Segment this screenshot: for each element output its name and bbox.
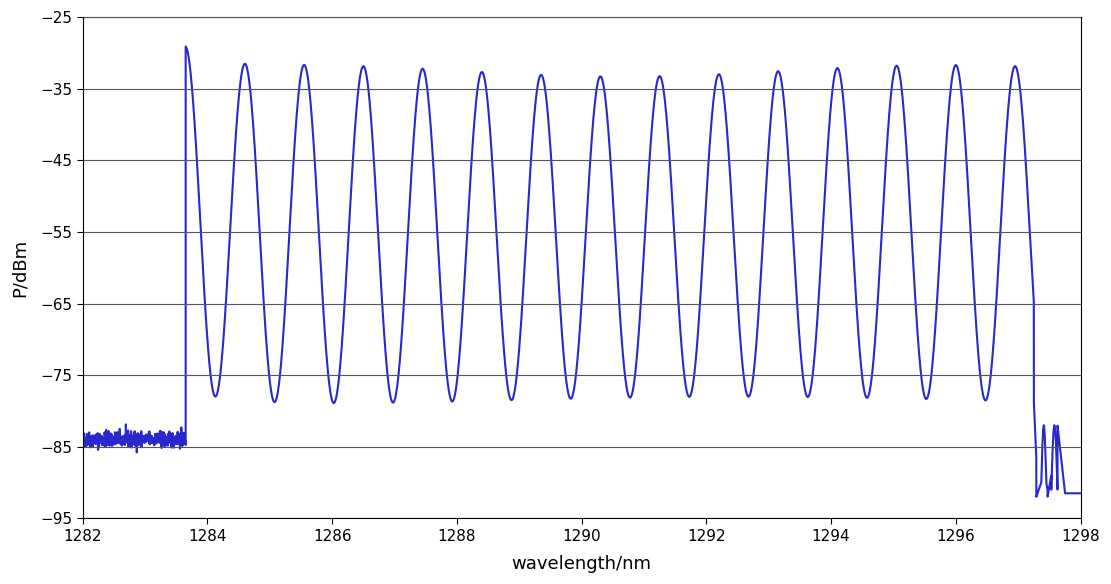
- X-axis label: wavelength/nm: wavelength/nm: [512, 555, 652, 573]
- Y-axis label: P/dBm: P/dBm: [11, 239, 29, 297]
